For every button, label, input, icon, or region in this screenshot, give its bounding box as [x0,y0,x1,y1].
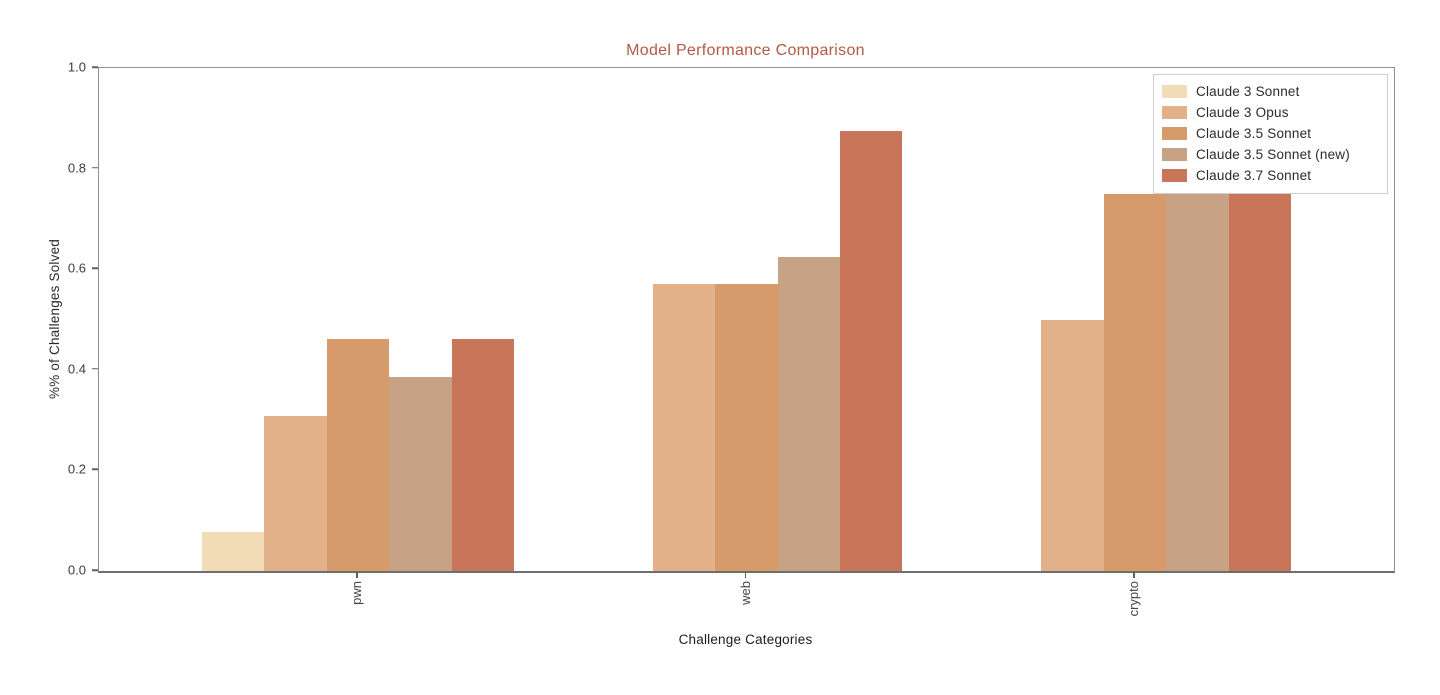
legend-row: Claude 3 Opus [1162,102,1377,123]
bar-pwn-claude-3-opus [264,416,327,571]
y-tick-label: 0.0 [67,562,86,578]
bar-web-claude-3.5-sonnet [715,283,778,571]
x-tick-mark [1133,572,1135,578]
legend-row: Claude 3 Sonnet [1162,81,1377,102]
x-axis-label: Challenge Categories [678,632,813,647]
y-tick-label: 0.2 [67,461,86,477]
bar-pwn-claude-3.5-sonnet-new [389,377,452,571]
bar-pwn-claude-3.5-sonnet [326,338,390,571]
bar-web-claude-3-opus [652,283,716,571]
bar-crypto-claude-3.5-sonnet-new [1166,193,1229,571]
legend-row: Claude 3.5 Sonnet [1162,123,1377,144]
legend-swatch-icon [1162,85,1187,98]
legend-label: Claude 3.7 Sonnet [1196,168,1312,183]
y-tick-mark [92,468,98,471]
legend: Claude 3 Sonnet Claude 3 Opus Claude 3.5 S… [1153,74,1388,194]
legend-swatch-icon [1162,169,1187,182]
x-tick-label-crypto: crypto [1126,581,1141,617]
y-tick-label: 0.8 [67,160,86,176]
legend-label: Claude 3 Sonnet [1196,84,1300,99]
legend-swatch-icon [1162,127,1187,140]
chart-title: Model Performance Comparison [626,42,865,59]
x-tick-mark [744,572,747,578]
y-tick-mark [92,267,98,269]
bar-pwn-claude-3-sonnet [202,532,265,571]
bar-pwn-claude-3.7-sonnet [451,338,514,571]
bar-crypto-claude-3.7-sonnet [1228,193,1291,571]
y-axis-ticks: 0.0 0.2 0.4 0.6 0.8 1.0 [0,60,98,578]
bar-web-claude-3.7-sonnet [840,130,903,571]
x-tick-label-pwn: pwn [349,581,364,605]
bar-crypto-claude-3-opus [1041,319,1104,571]
legend-label: Claude 3.5 Sonnet [1196,126,1312,141]
legend-row: Claude 3.5 Sonnet (new) [1162,144,1377,165]
y-tick-mark [92,66,98,68]
legend-label: Claude 3 Opus [1196,105,1289,120]
bar-web-claude-3.5-sonnet-new [777,256,841,571]
x-tick-mark [356,572,358,578]
bar-crypto-claude-3.5-sonnet [1103,193,1167,571]
y-tick-mark [92,166,98,169]
y-tick-mark [92,569,98,571]
x-axis-ticks: pwn web crypto [98,572,1393,652]
x-tick-label-web: web [737,581,753,605]
y-tick-mark [92,368,98,370]
y-tick-label: 1.0 [67,59,86,75]
legend-label: Claude 3.5 Sonnet (new) [1196,147,1350,162]
legend-swatch-icon [1162,148,1187,161]
legend-swatch-icon [1162,106,1187,119]
y-tick-label: 0.6 [67,260,86,276]
y-tick-label: 0.4 [67,361,86,377]
legend-row: Claude 3.7 Sonnet [1162,165,1377,186]
